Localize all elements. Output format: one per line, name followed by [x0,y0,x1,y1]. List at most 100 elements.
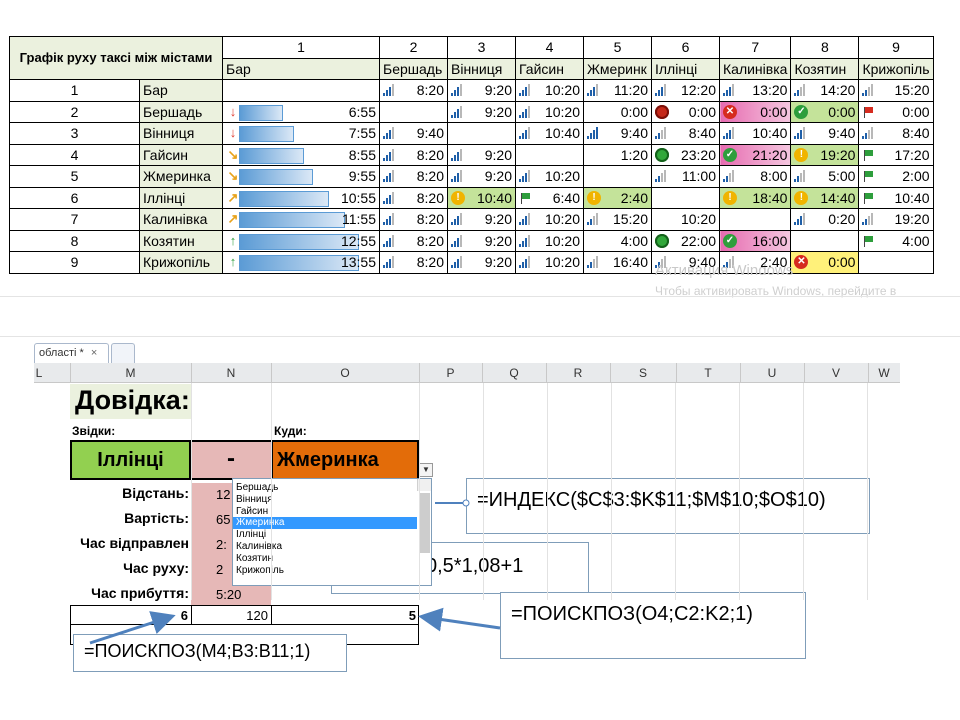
schedule-cell[interactable]: 8:20 [379,143,448,166]
schedule-cell[interactable]: 9:20 [447,251,516,274]
schedule-cell[interactable]: ✓ 21:20 [718,143,792,166]
dropdown-option[interactable]: Козятин [236,552,273,564]
signal-bars-icon [723,170,734,183]
column-header-W[interactable]: W [878,366,890,380]
schedule-cell[interactable]: ! 19:20 [790,143,860,166]
column-header-L[interactable]: L [35,366,43,380]
dropdown-scrollbar[interactable] [417,479,431,553]
schedule-cell[interactable]: 6:40 [515,186,584,209]
schedule-cell[interactable]: ↑ 13:55 [222,251,380,274]
time-value: 9:40 [620,125,648,142]
dropdown-option[interactable]: Іллінці [236,529,267,541]
signal-bars-icon [794,84,806,97]
schedule-cell[interactable]: 8:40 [651,122,720,145]
from-city-cell[interactable]: Іллінці [70,440,191,480]
schedule-cell[interactable]: 14:20 [790,79,860,102]
from-label: Звідки: [72,424,116,438]
column-header-R[interactable]: R [573,366,583,380]
schedule-cell[interactable]: 11:00 [651,165,720,188]
schedule-cell[interactable]: 11:20 [583,79,652,102]
dropdown-option[interactable]: Жмеринка [233,517,417,530]
col-city-name: Крижопіль [858,57,934,80]
dropdown-option[interactable]: Бершадь [236,482,279,493]
dropdown-option[interactable]: Калинівка [236,540,283,552]
schedule-cell[interactable]: 8:20 [379,208,448,231]
dropdown-option[interactable]: Вінниця [236,493,273,505]
title-cell-bg [70,384,191,419]
close-icon[interactable]: × [90,347,98,359]
signal-bars-icon [451,84,462,97]
schedule-cell[interactable]: 8:20 [379,251,448,274]
schedule-cell[interactable]: 9:20 [447,143,516,166]
signal-bars-icon [723,84,734,97]
to-label: Куди: [274,424,307,438]
schedule-cell[interactable]: 22:00 [651,229,720,252]
schedule-cell[interactable]: ✕ 0:00 [718,100,792,123]
schedule-cell[interactable] [858,251,934,274]
column-separator [419,363,420,383]
schedule-cell[interactable]: 0:00 [858,100,934,123]
schedule-cell[interactable]: 10:20 [515,79,584,102]
arrow-up-icon: ↑ [229,254,237,270]
schedule-cell[interactable]: 10:40 [858,186,934,209]
column-header-O[interactable]: O [340,366,350,380]
schedule-cell[interactable]: ↗ 11:55 [222,208,380,231]
column-header-S[interactable]: S [638,366,647,380]
schedule-cell[interactable]: 10:20 [515,165,584,188]
reference-title: Довідка: [75,385,190,415]
grid-line [803,383,804,600]
column-header-U[interactable]: U [767,366,777,380]
new-sheet-tab[interactable] [111,343,135,363]
schedule-cell[interactable]: ↓ 7:55 [222,122,380,145]
schedule-cell[interactable]: ! 18:40 [718,186,792,209]
schedule-cell[interactable]: 13:20 [718,79,792,102]
grid-line [419,383,420,600]
city-dropdown-list[interactable]: Бершадь Вінниця Гайсин Жмеринка Іллінці Калин… [232,478,432,586]
column-header-M[interactable]: M [125,366,136,380]
time-value: 8:20 [416,189,444,206]
schedule-cell[interactable]: 2:00 [858,165,934,188]
schedule-cell[interactable]: ✓ 16:00 [718,229,792,252]
schedule-cell[interactable]: ! 10:40 [447,186,516,209]
column-header-V[interactable]: V [831,366,840,380]
signal-bars-icon [587,127,598,140]
schedule-cell[interactable]: 15:20 [583,208,652,231]
schedule-cell[interactable]: 23:20 [651,143,720,166]
schedule-cell[interactable]: ↓ 6:55 [222,100,380,123]
dropdown-option[interactable]: Гайсин [236,505,269,517]
schedule-cell[interactable]: 8:00 [718,165,792,188]
column-header-T[interactable]: T [704,366,712,380]
schedule-cell[interactable]: 8:20 [379,79,448,102]
schedule-cell[interactable]: 9:20 [447,165,516,188]
row-city-name: Бершадь [139,100,223,123]
schedule-cell[interactable]: 9:40 [651,251,720,274]
dropdown-option[interactable]: Крижопіль [236,564,284,576]
cell-border [191,605,192,625]
column-header-P[interactable]: P [446,366,455,380]
column-header-Q[interactable]: Q [509,366,519,380]
schedule-cell[interactable]: 5:00 [790,165,860,188]
schedule-cell[interactable]: 10:40 [718,122,792,145]
schedule-cell[interactable]: 2:40 [718,251,792,274]
schedule-cell[interactable]: 9:20 [447,79,516,102]
schedule-cell[interactable]: 15:20 [858,79,934,102]
schedule-cell[interactable]: ✕ 0:00 [790,251,860,274]
time-value: 9:20 [484,103,512,120]
time-value: 22:00 [680,232,716,249]
column-header-bar: L M N O P Q R S T U V W [34,363,900,383]
schedule-cell[interactable]: 10:20 [515,100,584,123]
signal-bars-icon [383,84,394,97]
time-value: 14:20 [820,82,856,99]
col-city-name: Калинівка [718,57,792,80]
schedule-cell[interactable]: 16:40 [583,251,652,274]
column-separator [70,363,71,383]
sheet-tab[interactable]: області * × [34,343,109,363]
schedule-cell[interactable]: 12:20 [651,79,720,102]
time-value: 12:55 [340,232,376,249]
error-icon: ✕ [723,104,737,119]
schedule-cell[interactable]: 0:00 [651,100,720,123]
column-header-N[interactable]: N [226,366,236,380]
schedule-cell[interactable]: ✓ 0:00 [790,100,860,123]
time-value: 10:40 [544,125,580,142]
arrow-up-right-icon: ↗ [227,189,239,205]
